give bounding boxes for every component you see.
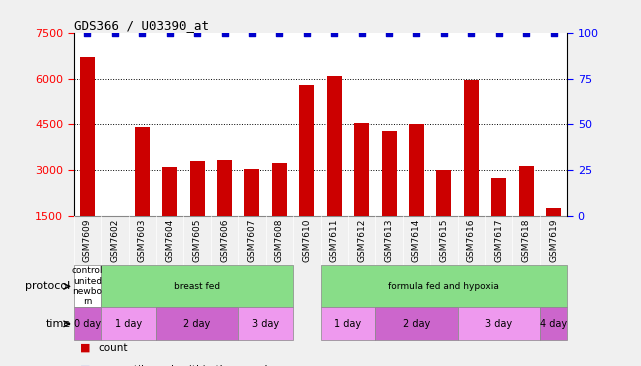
Bar bbox=[74, 307, 101, 340]
Point bbox=[137, 30, 147, 36]
Bar bbox=[244, 169, 260, 216]
Text: GSM7604: GSM7604 bbox=[165, 219, 174, 262]
Text: GSM7617: GSM7617 bbox=[494, 219, 503, 262]
Bar bbox=[376, 307, 458, 340]
Point bbox=[412, 30, 422, 36]
Text: control
united
newbo
rn: control united newbo rn bbox=[72, 266, 103, 306]
Text: 0 day: 0 day bbox=[74, 319, 101, 329]
Text: GSM7608: GSM7608 bbox=[275, 219, 284, 262]
Text: GSM7609: GSM7609 bbox=[83, 219, 92, 262]
Bar bbox=[540, 307, 567, 340]
Bar bbox=[162, 167, 177, 216]
Point bbox=[329, 30, 339, 36]
Text: ■: ■ bbox=[80, 365, 90, 366]
Bar bbox=[190, 161, 204, 216]
Point bbox=[549, 30, 559, 36]
Bar bbox=[238, 307, 293, 340]
Point bbox=[247, 30, 257, 36]
Point bbox=[521, 30, 531, 36]
Bar bbox=[101, 265, 293, 307]
Point bbox=[438, 30, 449, 36]
Point bbox=[219, 30, 229, 36]
Bar bbox=[458, 307, 540, 340]
Bar bbox=[409, 124, 424, 216]
Text: 1 day: 1 day bbox=[115, 319, 142, 329]
Point bbox=[110, 30, 120, 36]
Text: GSM7607: GSM7607 bbox=[247, 219, 256, 262]
Point bbox=[384, 30, 394, 36]
Text: time: time bbox=[46, 319, 71, 329]
Bar bbox=[437, 170, 451, 216]
Text: 3 day: 3 day bbox=[252, 319, 279, 329]
Text: protocol: protocol bbox=[25, 281, 71, 291]
Text: formula fed and hypoxia: formula fed and hypoxia bbox=[388, 282, 499, 291]
Text: 2 day: 2 day bbox=[183, 319, 211, 329]
Point bbox=[82, 30, 92, 36]
Point bbox=[165, 30, 175, 36]
Text: 3 day: 3 day bbox=[485, 319, 512, 329]
Text: GSM7610: GSM7610 bbox=[303, 219, 312, 262]
Bar bbox=[491, 178, 506, 216]
Bar bbox=[101, 307, 156, 340]
Bar bbox=[327, 76, 342, 216]
Text: ■: ■ bbox=[80, 343, 90, 353]
Text: GSM7615: GSM7615 bbox=[439, 219, 449, 262]
Text: breast fed: breast fed bbox=[174, 282, 220, 291]
Bar bbox=[320, 307, 376, 340]
Bar bbox=[354, 123, 369, 216]
Text: GSM7611: GSM7611 bbox=[329, 219, 338, 262]
Point bbox=[466, 30, 476, 36]
Bar bbox=[546, 208, 561, 216]
Text: GSM7603: GSM7603 bbox=[138, 219, 147, 262]
Text: count: count bbox=[98, 343, 128, 353]
Bar bbox=[272, 163, 287, 216]
Text: percentile rank within the sample: percentile rank within the sample bbox=[98, 365, 274, 366]
Text: GSM7618: GSM7618 bbox=[522, 219, 531, 262]
Point bbox=[302, 30, 312, 36]
Text: GSM7606: GSM7606 bbox=[220, 219, 229, 262]
Text: GDS366 / U03390_at: GDS366 / U03390_at bbox=[74, 19, 209, 32]
Bar bbox=[464, 80, 479, 216]
Bar bbox=[74, 265, 101, 307]
Point bbox=[356, 30, 367, 36]
Point bbox=[494, 30, 504, 36]
Text: 2 day: 2 day bbox=[403, 319, 430, 329]
Text: GSM7612: GSM7612 bbox=[357, 219, 366, 262]
Text: GSM7614: GSM7614 bbox=[412, 219, 421, 262]
Text: 1 day: 1 day bbox=[335, 319, 362, 329]
Text: GSM7602: GSM7602 bbox=[110, 219, 119, 262]
Bar bbox=[217, 160, 232, 216]
Text: GSM7613: GSM7613 bbox=[385, 219, 394, 262]
Point bbox=[192, 30, 203, 36]
Bar bbox=[80, 57, 95, 216]
Bar bbox=[299, 85, 314, 216]
Bar bbox=[135, 127, 150, 216]
Bar bbox=[519, 165, 534, 216]
Text: GSM7616: GSM7616 bbox=[467, 219, 476, 262]
Point bbox=[274, 30, 285, 36]
Bar bbox=[381, 131, 397, 216]
Text: 4 day: 4 day bbox=[540, 319, 567, 329]
Text: GSM7605: GSM7605 bbox=[192, 219, 202, 262]
Bar bbox=[320, 265, 567, 307]
Bar bbox=[156, 307, 238, 340]
Text: GSM7619: GSM7619 bbox=[549, 219, 558, 262]
